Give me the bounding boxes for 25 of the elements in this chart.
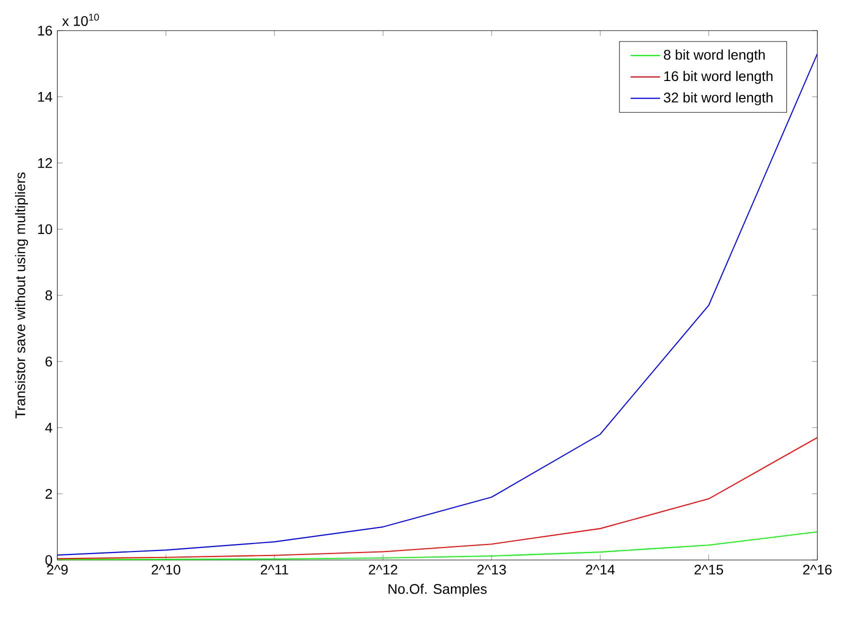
y-tick-label: 12 xyxy=(38,158,52,168)
x-tick-label: 2^15 xyxy=(694,564,724,574)
x-axis-title: No.Of. Samples xyxy=(388,584,487,597)
x-tick-label: 2^14 xyxy=(586,564,615,574)
y-tick-label: 2 xyxy=(46,488,52,499)
line-series xyxy=(57,436,818,560)
x-tick-label: 2^16 xyxy=(803,564,832,574)
x-tick-label: 2^9 xyxy=(47,564,68,574)
x-tick-label: 2^13 xyxy=(477,564,506,574)
legend-label: 8 bit word length xyxy=(664,49,765,62)
y-axis-title: Transistor save without using multipliers xyxy=(15,172,28,418)
y-tick-label: 8 xyxy=(45,290,52,300)
y-tick-label: 10 xyxy=(38,224,52,234)
legend-label: 32 bit word length xyxy=(664,92,772,106)
text: x 10$^{10}$ xyxy=(62,14,99,26)
x-tick-label: 2^12 xyxy=(368,564,398,574)
y-tick-label: 4 xyxy=(45,422,52,432)
x-tick-label: 2^10 xyxy=(152,564,180,574)
y-tick-label: 16 xyxy=(38,26,52,36)
legend-label: 16 bit word length xyxy=(664,70,772,84)
line-series xyxy=(57,531,818,560)
y-tick-label: 6 xyxy=(46,356,52,366)
x-tick-label: 2^11 xyxy=(260,564,288,574)
y-tick-label: 0 xyxy=(45,554,52,565)
y-tick-label: 14 xyxy=(38,92,52,102)
